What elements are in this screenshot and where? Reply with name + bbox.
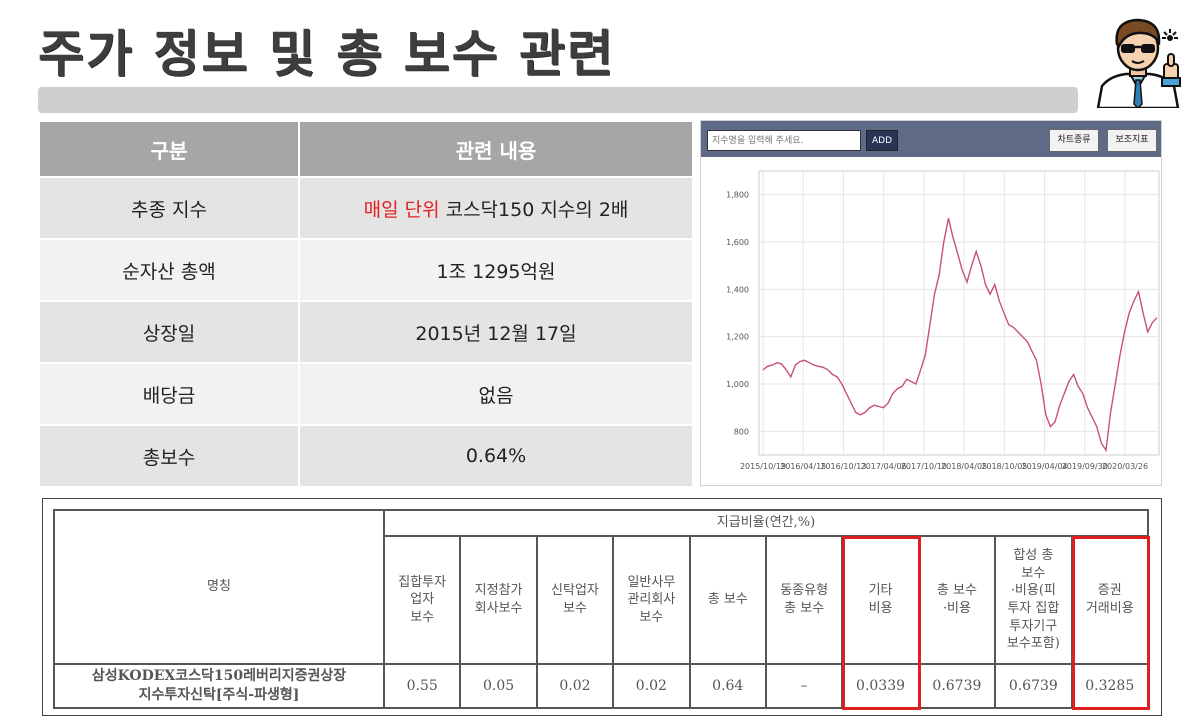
- table-row: 추종 지수 매일 단위 코스닥150 지수의 2배: [38, 176, 694, 240]
- table-row: 순자산 총액 1조 1295억원: [38, 238, 694, 302]
- row-label: 순자산 총액: [38, 238, 300, 302]
- fee-trustee-fee-header: 신탁업자 보수: [535, 535, 615, 665]
- y-tick-label: 1,200: [726, 333, 749, 342]
- x-tick-label: 2017/04/06: [861, 462, 907, 471]
- line-chart: 2015/10/192016/04/152016/10/132017/04/06…: [726, 170, 1160, 471]
- page-title: 주가 정보 및 총 보수 관련: [38, 25, 616, 83]
- fee-trading-cost-header: 증권 거래비용: [1070, 535, 1150, 665]
- fee-other-cost-value: 0.0339: [841, 663, 920, 709]
- fee-table-container: 명칭 지급비율(연간,%) 집합투자 업자 보수 지정참가 회사보수 신탁업자 보수…: [42, 498, 1162, 716]
- x-tick-label: 2019/09/30: [1062, 462, 1108, 471]
- chart-type-button[interactable]: 차트종류: [1049, 129, 1099, 152]
- fee-total-cost-header: 총 보수 ·비용: [917, 535, 997, 665]
- plot-area: [758, 170, 1160, 456]
- index-search-input[interactable]: [707, 130, 861, 151]
- fee-total-fee-header: 총 보수: [688, 535, 767, 665]
- fee-manager-fee-header: 집합투자 업자 보수: [382, 535, 462, 665]
- row-value: 2015년 12월 17일: [298, 300, 694, 364]
- y-tick-label: 800: [734, 427, 749, 436]
- aux-indicator-button[interactable]: 보조지표: [1107, 129, 1157, 152]
- header-category: 구분: [38, 120, 300, 178]
- row-label: 총보수: [38, 424, 300, 488]
- table-row: 배당금 없음: [38, 362, 694, 426]
- x-tick-label: 2018/10/05: [981, 462, 1027, 471]
- row-label: 배당금: [38, 362, 300, 426]
- y-tick-label: 1,600: [726, 238, 749, 247]
- y-tick-label: 1,000: [726, 380, 749, 389]
- row-label: 상장일: [38, 300, 300, 364]
- title-underline-bar: [38, 87, 1078, 113]
- x-tick-label: 2016/10/13: [820, 462, 866, 471]
- value-highlight: 매일 단위: [363, 198, 440, 221]
- fee-composite-cost-value: 0.6739: [994, 663, 1073, 709]
- fee-peer-total-fee-header: 동종유형 총 보수: [764, 535, 844, 665]
- fee-other-cost-header: 기타 비용: [841, 535, 920, 665]
- table-row: 상장일 2015년 12월 17일: [38, 300, 694, 364]
- fee-ap-fee-header: 지정참가 회사보수: [459, 535, 538, 665]
- row-label: 추종 지수: [38, 176, 300, 240]
- fee-table: 명칭 지급비율(연간,%) 집합투자 업자 보수 지정참가 회사보수 신탁업자 보수…: [53, 509, 1150, 709]
- row-value: 0.64%: [298, 424, 694, 488]
- fee-total-fee-value: 0.64: [688, 663, 767, 709]
- x-tick-label: 2018/04/05: [941, 462, 987, 471]
- fee-total-cost-value: 0.6739: [917, 663, 997, 709]
- row-value: 1조 1295억원: [298, 238, 694, 302]
- fee-name-header: 명칭: [53, 509, 385, 665]
- x-tick-label: 2020/03/26: [1102, 462, 1148, 471]
- fee-manager-fee-value: 0.55: [382, 663, 462, 709]
- row-value: 없음: [298, 362, 694, 426]
- fund-name: 삼성KODEX코스닥150레버리지증권상장 지수투자신탁[주식-파생형]: [53, 663, 385, 709]
- value-text: 코스닥150 지수의 2배: [439, 198, 629, 221]
- header-details: 관련 내용: [298, 120, 694, 178]
- businessman-thumbs-up-icon: [1096, 18, 1181, 108]
- fee-admin-fee-value: 0.02: [612, 663, 691, 709]
- row-value: 매일 단위 코스닥150 지수의 2배: [298, 176, 694, 240]
- y-tick-label: 1,400: [726, 285, 749, 294]
- etf-info-table: 구분 관련 내용 추종 지수 매일 단위 코스닥150 지수의 2배 순자산 총…: [38, 120, 694, 488]
- fee-composite-cost-header: 합성 총 보수 ·비용(피 투자 집합 투자기구 보수포함): [994, 535, 1073, 665]
- fee-peer-total-fee-value: –: [764, 663, 844, 709]
- add-button[interactable]: ADD: [866, 130, 898, 151]
- y-tick-label: 1,800: [726, 191, 749, 200]
- fee-group-header: 지급비율(연간,%): [383, 509, 1149, 537]
- chart-toolbar: ADD 차트종류 보조지표: [701, 121, 1161, 157]
- fee-trustee-fee-value: 0.02: [535, 663, 615, 709]
- fee-ap-fee-value: 0.05: [459, 663, 538, 709]
- fee-admin-fee-header: 일반사무 관리회사 보수: [612, 535, 691, 665]
- x-tick-label: 2015/10/19: [740, 462, 786, 471]
- x-tick-label: 2017/10/10: [901, 462, 947, 471]
- x-tick-label: 2016/04/15: [780, 462, 826, 471]
- x-tick-label: 2019/04/04: [1022, 462, 1068, 471]
- index-chart-panel: ADD 차트종류 보조지표 2015/10/192016/04/152016/1…: [700, 120, 1162, 486]
- table-row: 총보수 0.64%: [38, 424, 694, 488]
- fee-trading-cost-value: 0.3285: [1070, 663, 1150, 709]
- series-line: [762, 218, 1158, 453]
